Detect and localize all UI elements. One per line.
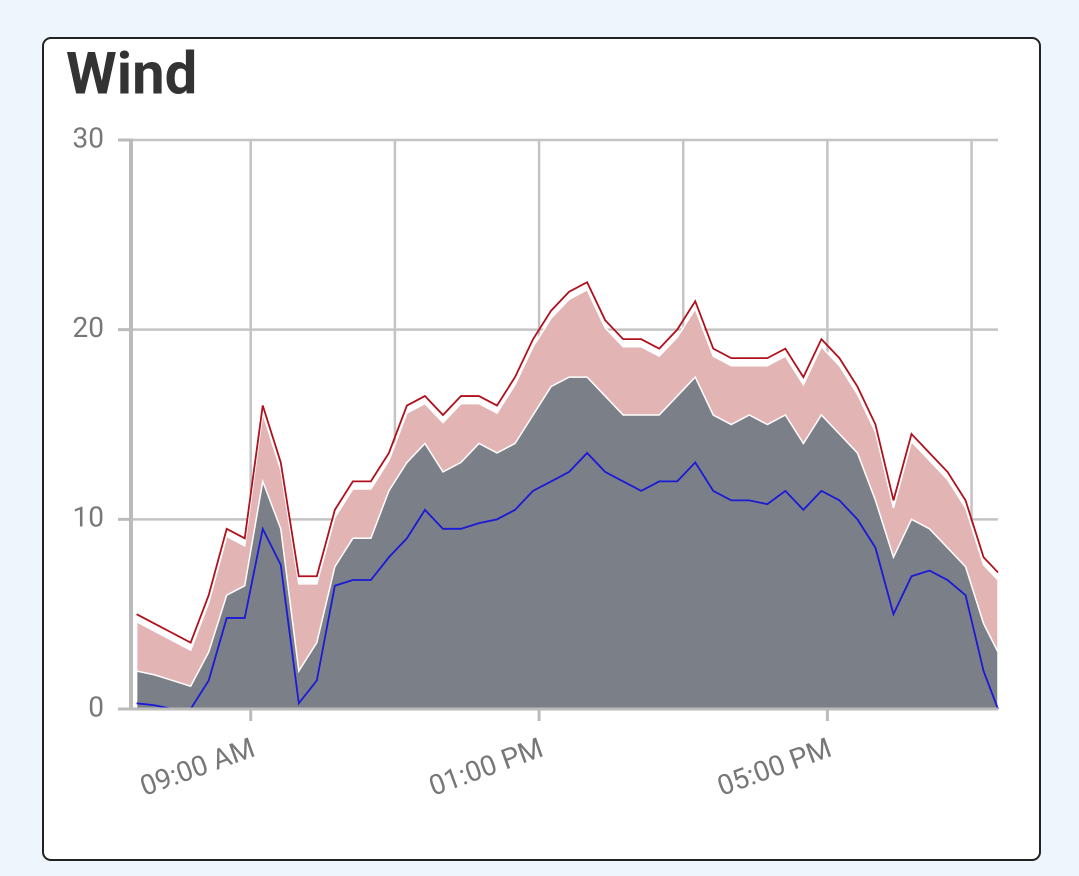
y-tick-label: 10 — [73, 501, 104, 534]
x-tick-label: 09:00 AM — [136, 731, 259, 803]
chart-title: Wind — [66, 40, 197, 108]
line — [136, 281, 999, 644]
y-tick-label: 30 — [73, 121, 104, 154]
x-tick-label: 01:00 PM — [425, 731, 548, 803]
y-tick-label: 0 — [88, 690, 104, 723]
x-tick-label: 05:00 PM — [713, 731, 836, 803]
area — [135, 375, 999, 710]
y-tick-label: 20 — [73, 311, 104, 344]
line — [136, 451, 999, 710]
